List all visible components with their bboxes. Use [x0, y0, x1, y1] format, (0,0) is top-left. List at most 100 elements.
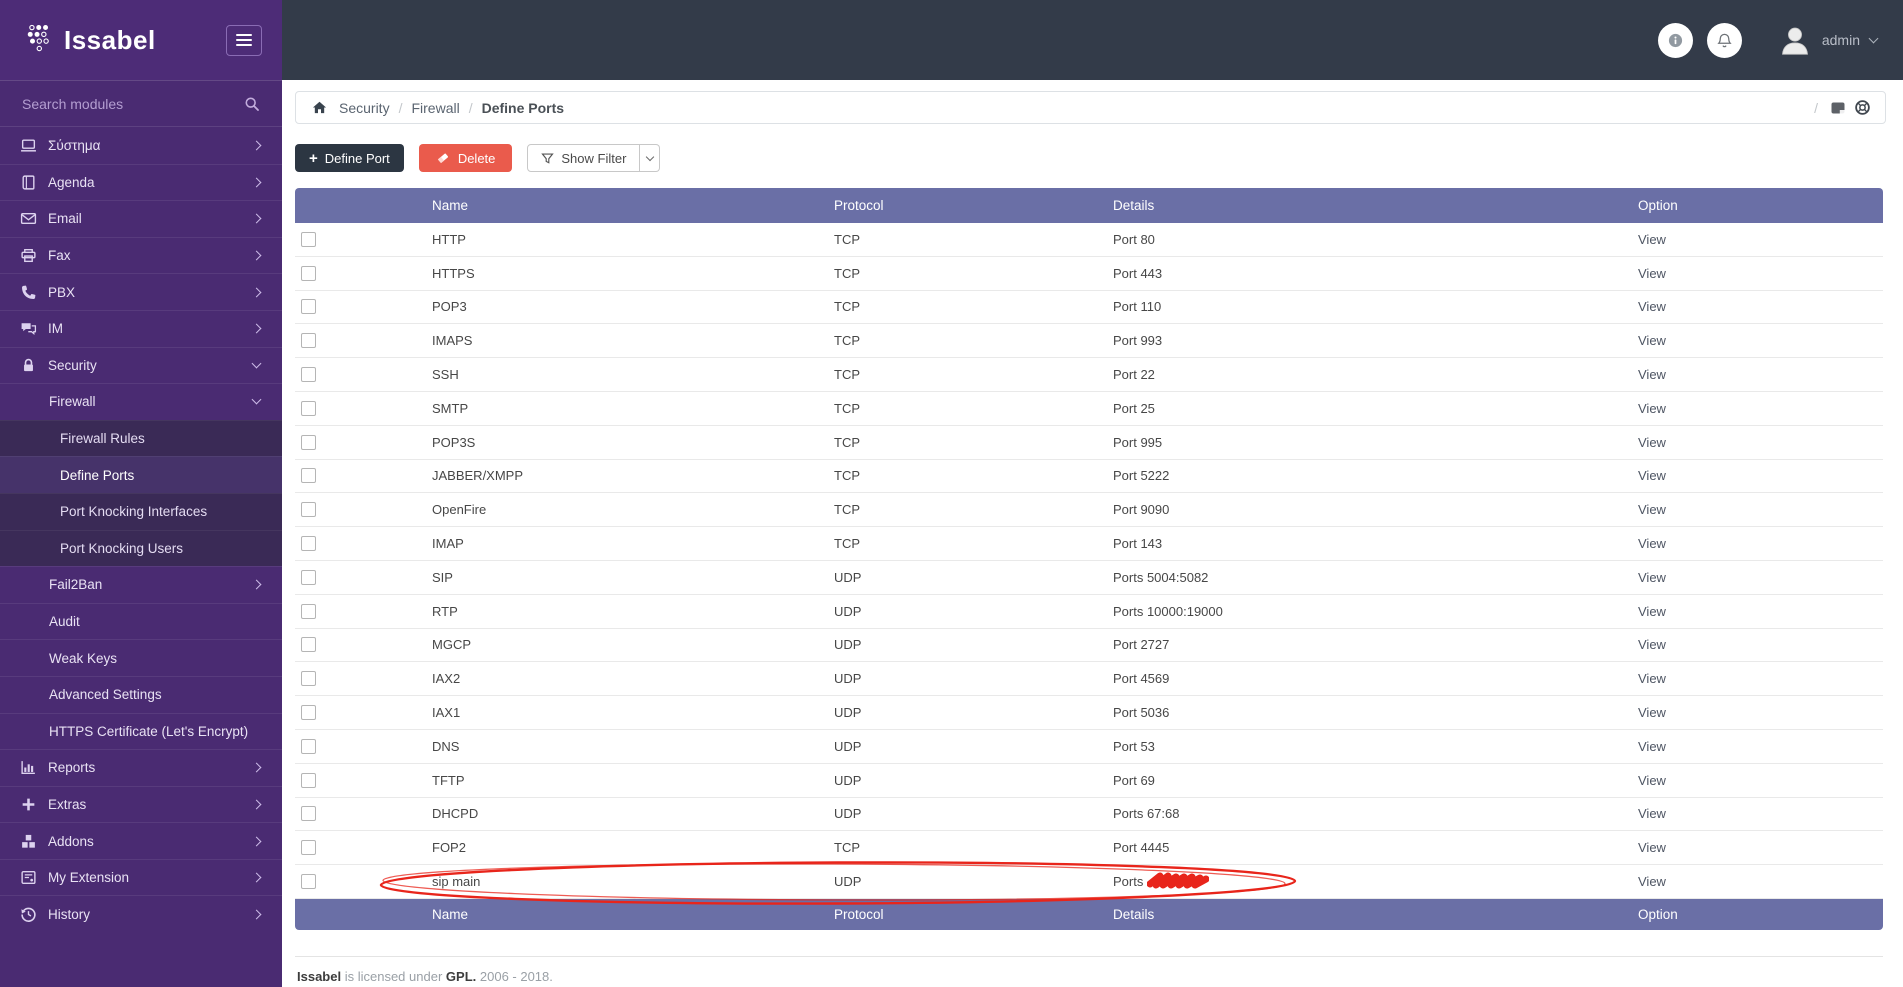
- row-checkbox[interactable]: [301, 569, 316, 585]
- port-protocol: TCP: [826, 527, 1105, 561]
- sidebar-item-security[interactable]: Security: [0, 346, 282, 384]
- view-link[interactable]: View: [1638, 299, 1666, 315]
- issabel-logo: Issabel: [26, 23, 156, 57]
- sidebar-item-define-ports[interactable]: Define Ports: [0, 456, 282, 493]
- table-row: SMTP TCP Port 25 View: [295, 392, 1883, 426]
- view-link[interactable]: View: [1638, 333, 1666, 349]
- sidebar-item-firewall[interactable]: Firewall: [0, 383, 282, 420]
- sidebar-item-https-certificate[interactable]: HTTPS Certificate (Let's Encrypt): [0, 712, 282, 750]
- search-input[interactable]: [22, 95, 244, 112]
- row-checkbox[interactable]: [301, 333, 316, 349]
- view-link[interactable]: View: [1638, 738, 1666, 754]
- sidebar-item-extras[interactable]: Extras: [0, 785, 282, 823]
- sidebar-item-my-extension[interactable]: My Extension: [0, 858, 282, 896]
- view-link[interactable]: View: [1638, 265, 1666, 281]
- port-details: Port 25: [1105, 392, 1630, 426]
- home-icon[interactable]: [312, 100, 327, 115]
- sidebar: Issabel Σύστημα Agenda Email Fax PBX IM Securi…: [0, 0, 282, 987]
- footer-option: Option: [1630, 898, 1883, 930]
- row-checkbox[interactable]: [301, 637, 316, 653]
- breadcrumb-separator: /: [468, 99, 473, 116]
- view-link[interactable]: View: [1638, 874, 1666, 890]
- row-checkbox[interactable]: [301, 840, 316, 856]
- port-details: Port 995: [1105, 426, 1630, 460]
- breadcrumb-security[interactable]: Security: [339, 99, 390, 116]
- sidebar-item-addons[interactable]: Addons: [0, 822, 282, 859]
- view-link[interactable]: View: [1638, 502, 1666, 518]
- view-link[interactable]: View: [1638, 468, 1666, 484]
- show-filter-button[interactable]: Show Filter: [527, 144, 641, 172]
- sidebar-item-email[interactable]: Email: [0, 200, 282, 237]
- view-link[interactable]: View: [1638, 671, 1666, 687]
- breadcrumb-firewall[interactable]: Firewall: [411, 99, 460, 116]
- row-checkbox[interactable]: [301, 738, 316, 754]
- view-link[interactable]: View: [1638, 772, 1666, 788]
- row-checkbox[interactable]: [301, 231, 316, 247]
- port-protocol: UDP: [826, 629, 1105, 663]
- port-details: Port 5036: [1105, 696, 1630, 730]
- sidebar-item-fax[interactable]: Fax: [0, 236, 282, 274]
- define-port-button[interactable]: + Define Port: [295, 144, 404, 172]
- filter-dropdown-caret[interactable]: [640, 144, 661, 172]
- table-header: Name Protocol Details Option: [295, 188, 1883, 223]
- info-button[interactable]: [1657, 22, 1693, 58]
- row-checkbox[interactable]: [301, 671, 316, 687]
- row-checkbox[interactable]: [301, 705, 316, 721]
- view-link[interactable]: View: [1638, 603, 1666, 619]
- view-link[interactable]: View: [1638, 705, 1666, 721]
- sidebar-item-port-knocking-interfaces[interactable]: Port Knocking Interfaces: [0, 492, 282, 530]
- panel-toggle-icon[interactable]: [1830, 100, 1846, 116]
- footer-brand: Issabel: [297, 968, 342, 984]
- search-icon[interactable]: [244, 96, 260, 112]
- view-link[interactable]: View: [1638, 637, 1666, 653]
- row-checkbox[interactable]: [301, 806, 316, 822]
- sidebar-item-weak-keys[interactable]: Weak Keys: [0, 639, 282, 676]
- sidebar-item-reports[interactable]: Reports: [0, 749, 282, 786]
- row-checkbox[interactable]: [301, 502, 316, 518]
- port-name: IMAPS: [424, 324, 826, 359]
- view-link[interactable]: View: [1638, 840, 1666, 856]
- sidebar-item-pbx[interactable]: PBX: [0, 273, 282, 310]
- hamburger-menu-button[interactable]: [226, 24, 262, 56]
- sidebar-item-history[interactable]: History: [0, 895, 282, 932]
- plus-icon: +: [309, 149, 318, 167]
- user-menu[interactable]: admin: [1778, 20, 1879, 60]
- row-checkbox[interactable]: [301, 367, 316, 383]
- view-link[interactable]: View: [1638, 806, 1666, 822]
- sidebar-item-agenda[interactable]: Agenda: [0, 163, 282, 201]
- sidebar-item-im[interactable]: IM: [0, 309, 282, 347]
- sidebar-item-fail2ban[interactable]: Fail2Ban: [0, 566, 282, 603]
- port-protocol: UDP: [826, 561, 1105, 595]
- row-checkbox[interactable]: [301, 265, 316, 281]
- row-checkbox[interactable]: [301, 603, 316, 619]
- help-lifering-icon[interactable]: [1854, 99, 1871, 116]
- row-checkbox[interactable]: [301, 468, 316, 484]
- sidebar-item-firewall-rules[interactable]: Firewall Rules: [0, 419, 282, 457]
- view-link[interactable]: View: [1638, 536, 1666, 552]
- port-details: Ports: [1105, 865, 1630, 899]
- port-name: JABBER/XMPP: [424, 460, 826, 494]
- sidebar-item-system[interactable]: Σύστημα: [0, 127, 282, 164]
- eraser-icon: [437, 153, 448, 164]
- table-row: HTTPS TCP Port 443 View: [295, 257, 1883, 291]
- sidebar-item-port-knocking-users[interactable]: Port Knocking Users: [0, 529, 282, 567]
- view-link[interactable]: View: [1638, 400, 1666, 416]
- notifications-button[interactable]: [1706, 22, 1742, 58]
- view-link[interactable]: View: [1638, 367, 1666, 383]
- row-checkbox[interactable]: [301, 434, 316, 450]
- row-checkbox[interactable]: [301, 772, 316, 788]
- footer-details: Details: [1105, 898, 1630, 930]
- sidebar-item-audit[interactable]: Audit: [0, 602, 282, 640]
- view-link[interactable]: View: [1638, 569, 1666, 585]
- row-checkbox[interactable]: [301, 400, 316, 416]
- view-link[interactable]: View: [1638, 231, 1666, 247]
- row-checkbox[interactable]: [301, 536, 316, 552]
- row-checkbox[interactable]: [301, 299, 316, 315]
- delete-button[interactable]: Delete: [418, 144, 513, 172]
- view-link[interactable]: View: [1638, 434, 1666, 450]
- row-checkbox[interactable]: [301, 874, 316, 890]
- chevron-right-icon: [251, 762, 262, 773]
- sidebar-item-advanced-settings[interactable]: Advanced Settings: [0, 675, 282, 713]
- table-row: IAX1 UDP Port 5036 View: [295, 696, 1883, 730]
- sidebar-item-label: Port Knocking Users: [60, 540, 184, 556]
